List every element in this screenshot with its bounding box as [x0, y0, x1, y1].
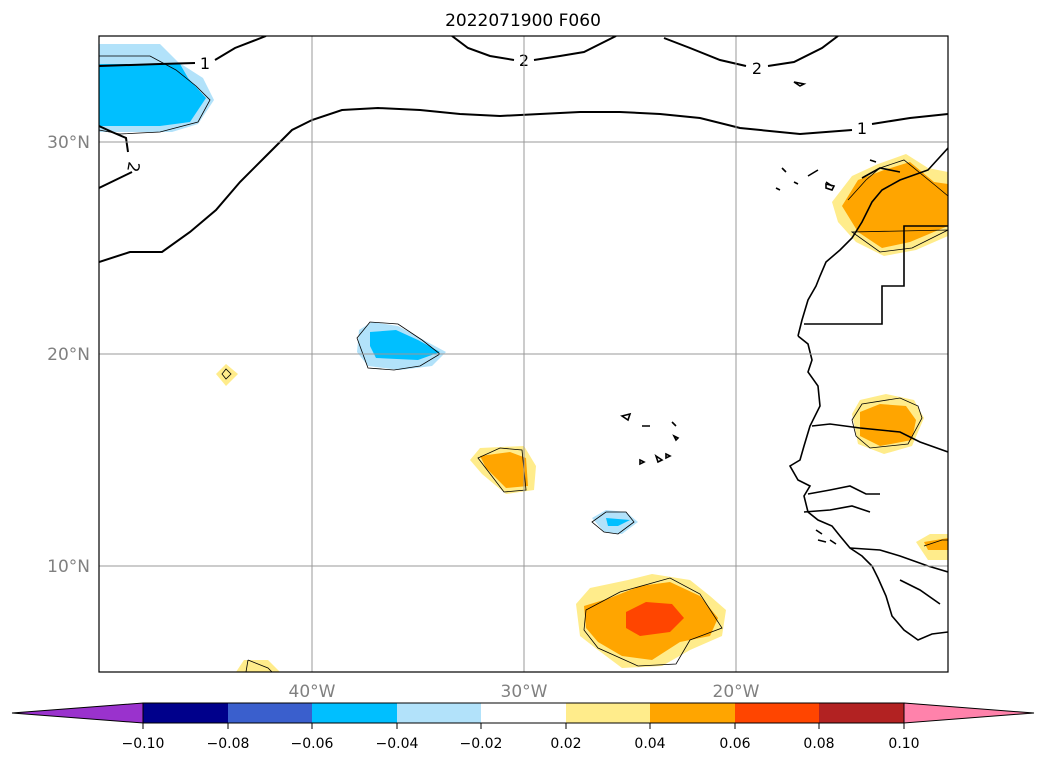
colorbar-segment [397, 703, 481, 723]
contour-label: 2 [123, 160, 143, 173]
colorbar-segment [566, 703, 650, 723]
positive-anomaly-fills [216, 154, 948, 672]
longitude-labels: 40°W 30°W 20°W [289, 682, 760, 702]
colorbar-tick-label: −0.06 [291, 736, 334, 752]
latitude-labels: 30°N 20°N 10°N [47, 133, 90, 577]
colorbar-segment [143, 703, 228, 723]
colorbar-tick-label: −0.10 [122, 736, 165, 752]
lat-label: 10°N [47, 557, 90, 577]
colorbar-tick-label: −0.02 [460, 736, 503, 752]
colorbar-tick-label: 0.08 [803, 736, 834, 752]
map-area: 1 2 2 1 2 [99, 36, 948, 672]
colorbar-tick-label: −0.04 [376, 736, 419, 752]
colorbar-segment [312, 703, 397, 723]
colorbar-tick-label: 0.02 [550, 736, 581, 752]
colorbar-frame [142, 702, 905, 724]
thin-contours [99, 55, 948, 672]
colorbar-segment [228, 703, 312, 723]
figure-title: 2022071900 F060 [445, 11, 601, 31]
thick-contours [99, 36, 948, 263]
colorbar-tick-label: 0.06 [719, 736, 750, 752]
colorbar-segment [481, 703, 566, 723]
lon-label: 20°W [713, 682, 760, 702]
colorbar: −0.10 −0.08 −0.06 −0.04 −0.02 0.02 0.04 … [11, 702, 1035, 752]
lat-label: 30°N [47, 133, 90, 153]
colorbar-tick-label: −0.08 [207, 736, 250, 752]
colorbar-segment [650, 703, 735, 723]
contour-label: 2 [752, 59, 762, 78]
colorbar-segment [819, 703, 904, 723]
colorbar-extend-low [11, 702, 144, 724]
lon-label: 30°W [501, 682, 548, 702]
colorbar-ticks [142, 723, 905, 729]
contour-label: 1 [857, 119, 867, 138]
contour-label: 1 [200, 54, 210, 73]
coastlines [620, 81, 948, 641]
map-frame [98, 35, 949, 673]
gridlines [99, 36, 948, 672]
colorbar-tick-label: 0.10 [888, 736, 919, 752]
colorbar-tick-label: 0.04 [634, 736, 665, 752]
lat-label: 20°N [47, 345, 90, 365]
colorbar-extend-high [903, 702, 1035, 724]
colorbar-segment [735, 703, 819, 723]
lon-label: 40°W [289, 682, 336, 702]
